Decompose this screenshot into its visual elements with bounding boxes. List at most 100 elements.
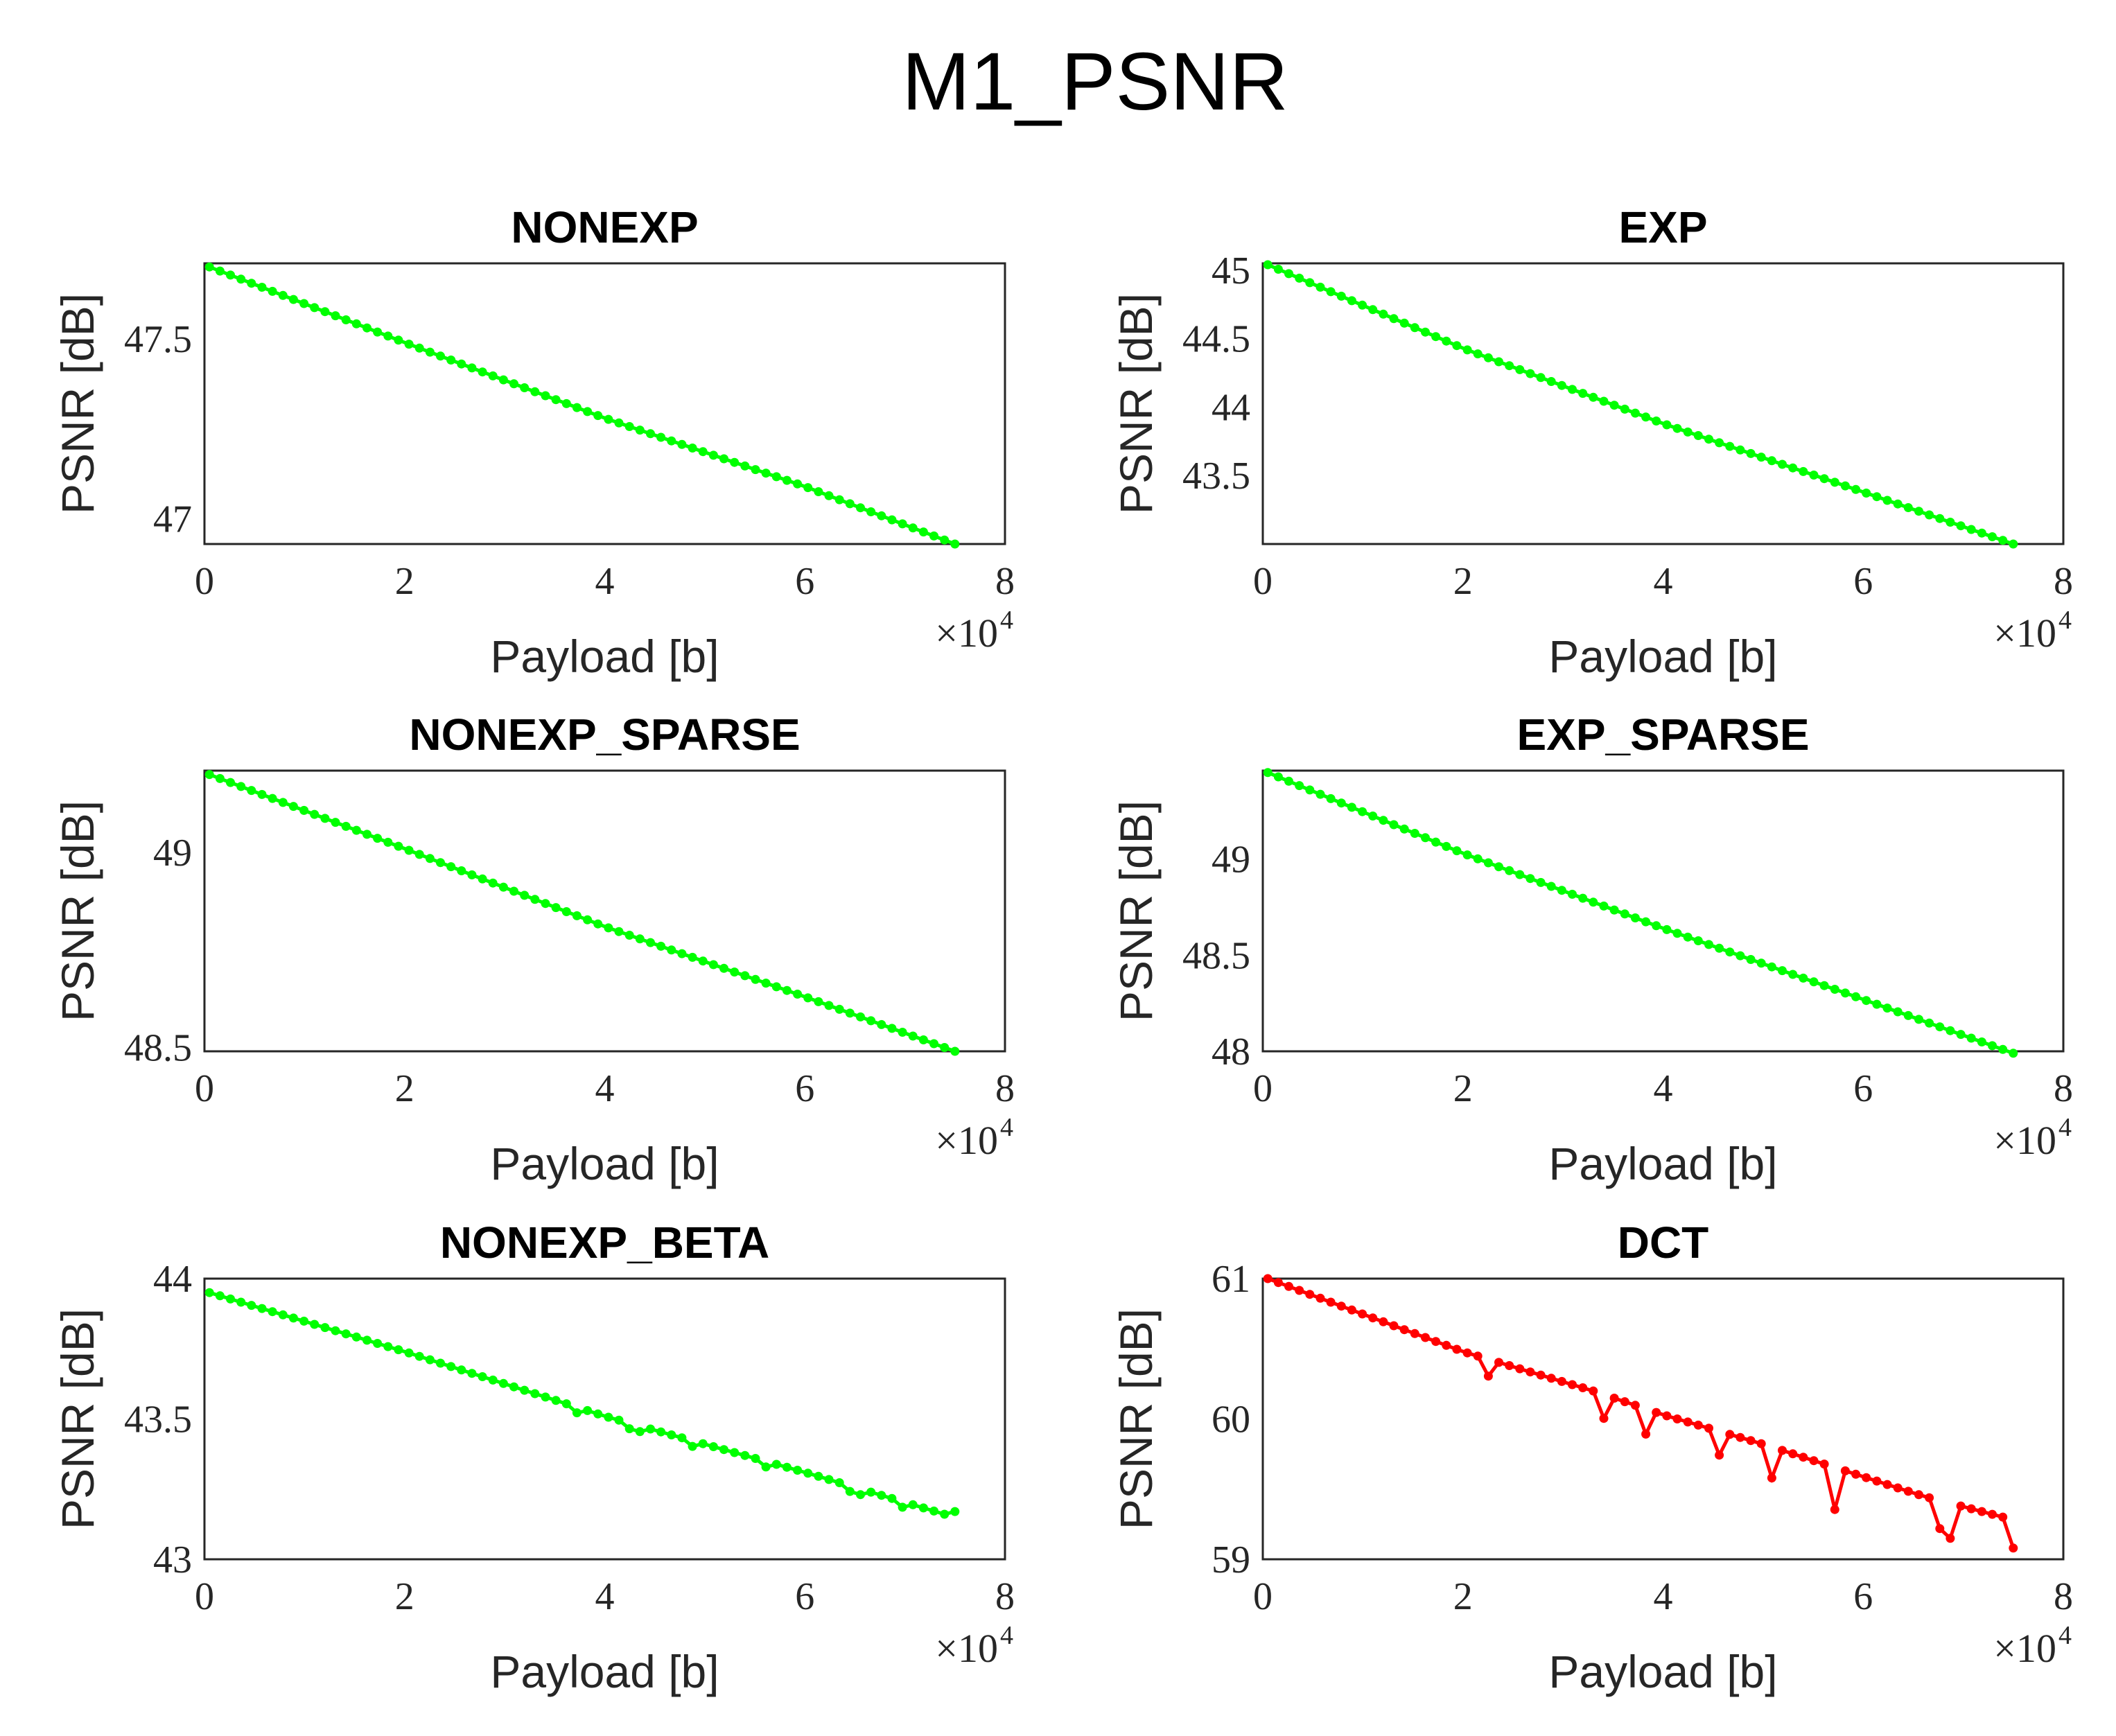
data-point [226, 270, 235, 280]
y-tick-label: 48 [1212, 1031, 1250, 1073]
data-point [1683, 427, 1693, 437]
data-point [1525, 1367, 1535, 1377]
x-tick-label: 2 [395, 1067, 414, 1110]
data-point [551, 903, 561, 913]
data-point [604, 1412, 613, 1422]
data-point [1767, 962, 1776, 972]
data-point [1389, 1321, 1399, 1331]
data-point [1452, 846, 1462, 856]
data-point [1851, 1469, 1861, 1479]
data-point [656, 432, 666, 442]
data-point [1746, 955, 1756, 964]
data-point [1515, 365, 1525, 374]
data-point [1756, 1439, 1766, 1448]
data-point [824, 491, 834, 500]
data-point [457, 359, 466, 369]
data-point [782, 985, 792, 995]
data-point [845, 499, 855, 509]
data-point [457, 1365, 466, 1375]
data-point [1672, 423, 1682, 433]
data-point [698, 447, 708, 457]
data-point [247, 279, 256, 288]
data-point [1693, 1420, 1703, 1430]
data-point [918, 527, 928, 537]
data-point [834, 1004, 844, 1014]
data-point [950, 539, 960, 549]
data-point [698, 1439, 708, 1448]
data-point [877, 511, 886, 520]
data-point [1452, 341, 1462, 351]
data-point [1630, 913, 1640, 922]
data-point [299, 1316, 309, 1326]
data-point [331, 818, 340, 827]
data-point [793, 479, 803, 489]
data-point [1641, 1429, 1651, 1439]
x-tick-label: 6 [795, 1575, 814, 1618]
data-point [257, 789, 267, 799]
x-multiplier: ×10 [935, 1626, 998, 1671]
data-point [614, 927, 624, 936]
data-point [1505, 1361, 1514, 1370]
data-point [814, 487, 823, 496]
data-point [1925, 510, 1934, 520]
data-point [1998, 536, 2008, 545]
y-tick-label: 43.5 [1182, 455, 1250, 498]
data-point [940, 1043, 950, 1052]
data-point [1578, 893, 1588, 903]
data-point [288, 295, 298, 304]
data-point [1767, 456, 1776, 466]
data-point [1305, 1290, 1315, 1299]
data-point [467, 1369, 477, 1378]
data-point [1641, 917, 1651, 927]
y-tick-label: 49 [1212, 839, 1250, 882]
data-point [908, 523, 918, 533]
data-point [1903, 1010, 1913, 1020]
data-point [373, 327, 383, 337]
x-multiplier: ×10 [1993, 611, 2056, 656]
data-point [1725, 441, 1735, 451]
data-point [310, 1319, 320, 1329]
data-point [593, 919, 603, 929]
data-point [1756, 453, 1766, 462]
data-point [1830, 985, 1839, 994]
data-point [1662, 1411, 1672, 1421]
data-point [215, 773, 225, 783]
y-axis-label: PSNR [dB] [1110, 293, 1162, 514]
data-point [929, 1506, 938, 1516]
data-point [1966, 1033, 1976, 1043]
panel-title: NONEXP [511, 202, 698, 252]
data-point [572, 403, 582, 412]
data-point [1914, 507, 1923, 516]
x-multiplier-exponent: 4 [1000, 606, 1013, 635]
x-multiplier-exponent: 4 [2058, 606, 2072, 635]
data-point [572, 1408, 582, 1418]
data-point [1515, 870, 1525, 879]
data-point [1358, 1309, 1367, 1319]
data-point [1882, 1003, 1892, 1013]
data-point [257, 283, 267, 292]
data-point [1872, 999, 1882, 1009]
x-tick-label: 4 [1654, 1067, 1673, 1110]
data-point [845, 1008, 855, 1018]
data-point [1882, 496, 1892, 505]
data-point [1589, 897, 1598, 907]
data-point [404, 340, 414, 349]
data-point [1882, 1480, 1892, 1489]
data-point [1977, 1507, 1986, 1516]
data-point [1546, 1374, 1556, 1383]
data-point [614, 1415, 624, 1425]
data-point [803, 1468, 813, 1478]
data-point [1988, 1509, 1997, 1519]
data-point [488, 1375, 498, 1385]
data-point [1431, 837, 1441, 847]
data-point [1977, 528, 1986, 538]
data-point [708, 960, 718, 970]
x-axis-label: Payload [b] [1548, 1138, 1777, 1189]
data-point [425, 1355, 435, 1365]
data-point [1379, 816, 1388, 825]
data-point [1557, 1376, 1566, 1386]
data-point [341, 821, 351, 831]
data-point [1725, 1430, 1735, 1439]
data-point [583, 915, 593, 924]
